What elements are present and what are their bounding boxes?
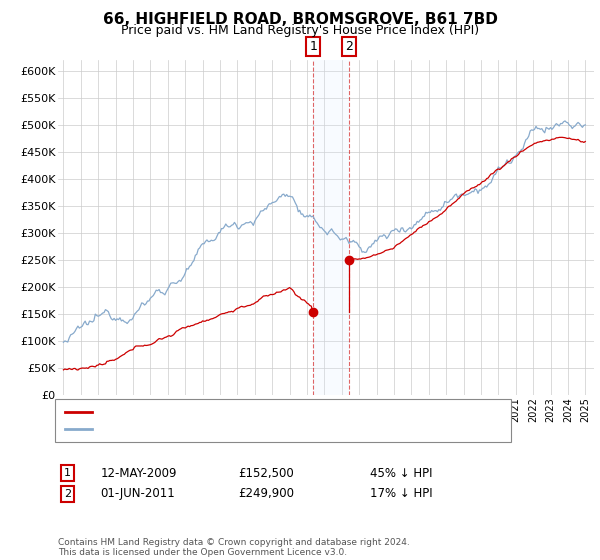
Text: £152,500: £152,500: [238, 466, 294, 480]
Text: HPI: Average price, detached house, Bromsgrove: HPI: Average price, detached house, Brom…: [98, 424, 372, 434]
Text: Contains HM Land Registry data © Crown copyright and database right 2024.
This d: Contains HM Land Registry data © Crown c…: [58, 538, 410, 557]
Bar: [313, 60, 349, 395]
Text: 2: 2: [345, 40, 353, 53]
Text: 12-MAY-2009: 12-MAY-2009: [100, 466, 176, 480]
Text: 66, HIGHFIELD ROAD, BROMSGROVE, B61 7BD: 66, HIGHFIELD ROAD, BROMSGROVE, B61 7BD: [103, 12, 497, 27]
Text: Price paid vs. HM Land Registry's House Price Index (HPI): Price paid vs. HM Land Registry's House …: [121, 24, 479, 37]
Text: 66, HIGHFIELD ROAD, BROMSGROVE, B61 7BD (detached house): 66, HIGHFIELD ROAD, BROMSGROVE, B61 7BD …: [98, 407, 460, 417]
Text: 45% ↓ HPI: 45% ↓ HPI: [370, 466, 433, 480]
Text: 17% ↓ HPI: 17% ↓ HPI: [370, 487, 433, 501]
Text: 2: 2: [64, 489, 71, 499]
Text: 1: 1: [310, 40, 317, 53]
Text: 1: 1: [64, 468, 71, 478]
Text: 01-JUN-2011: 01-JUN-2011: [100, 487, 175, 501]
Text: £249,900: £249,900: [238, 487, 294, 501]
